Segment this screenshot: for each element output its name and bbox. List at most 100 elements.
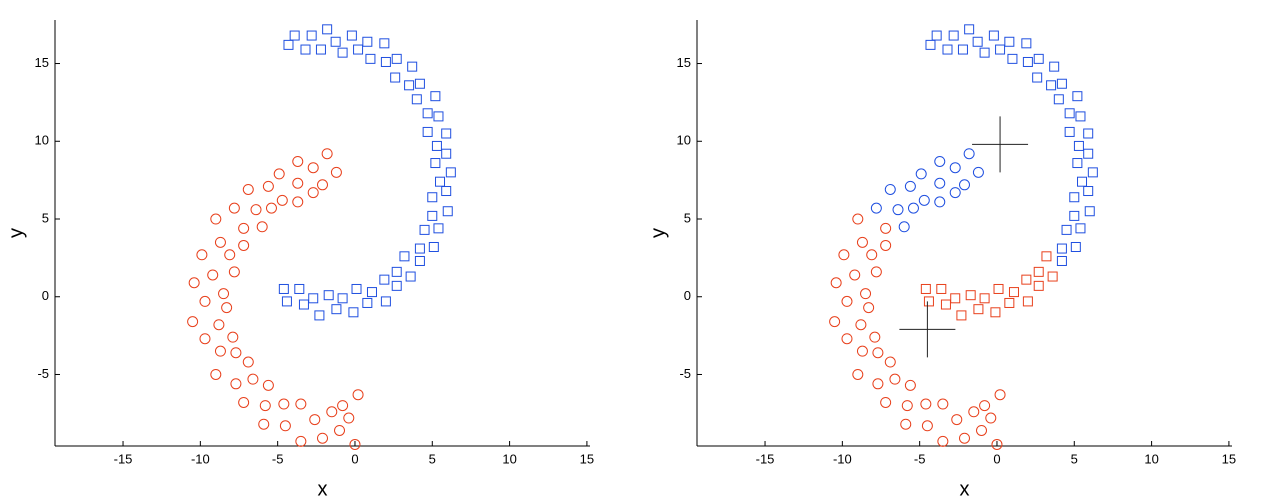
square-point [973, 304, 984, 315]
circle-point [921, 420, 933, 432]
square-point [1064, 126, 1075, 137]
circle-point [199, 333, 211, 345]
square-point [405, 271, 416, 282]
x-tick-label: 5 [1071, 451, 1078, 466]
square-point [1072, 158, 1083, 169]
circle-point [273, 168, 285, 180]
x-axis-label: x [318, 478, 328, 500]
circle-point [889, 373, 901, 385]
circle-point [985, 412, 997, 424]
circle-point [309, 414, 321, 426]
x-tick-label: -5 [272, 451, 284, 466]
x-tick-label: 15 [1222, 451, 1236, 466]
square-point [323, 290, 334, 301]
circle-point [343, 412, 355, 424]
circle-point [949, 187, 961, 199]
square-point [1041, 251, 1052, 262]
square-point [391, 280, 402, 291]
square-point [1083, 186, 1094, 197]
circle-point [949, 162, 961, 174]
x-tick-label: -15 [756, 451, 775, 466]
square-point [422, 108, 433, 119]
circle-point [872, 347, 884, 359]
circle-point [870, 266, 882, 278]
square-point [427, 210, 438, 221]
circle-point [934, 155, 946, 167]
square-point [1004, 36, 1015, 47]
circle-point [278, 398, 290, 410]
circle-point [334, 424, 346, 436]
x-tick-label: 5 [429, 451, 436, 466]
square-point [430, 91, 441, 102]
circle-point [856, 345, 868, 357]
square-point [948, 30, 959, 41]
square-point [414, 255, 425, 266]
y-axis-label: y [5, 228, 27, 238]
x-tick-label: -5 [914, 451, 926, 466]
y-tick-label: 0 [684, 288, 691, 303]
circle-point [907, 202, 919, 214]
circle-point [863, 302, 875, 314]
square-point [411, 94, 422, 105]
circle-point [238, 222, 250, 234]
circle-point [230, 347, 242, 359]
square-point [995, 44, 1006, 55]
square-point [1087, 167, 1098, 178]
circle-point [224, 249, 236, 261]
circle-point [262, 379, 274, 391]
circle-point [959, 432, 970, 444]
circle-point [250, 204, 262, 216]
circle-point [892, 204, 904, 216]
circle-point [979, 400, 991, 412]
square-point [1047, 271, 1058, 282]
square-point [1075, 111, 1086, 122]
circle-point [934, 177, 946, 189]
square-point [379, 274, 390, 285]
square-point [965, 290, 976, 301]
square-point [1033, 53, 1044, 64]
square-point [435, 176, 446, 187]
circle-point [228, 202, 240, 214]
square-point [1070, 241, 1081, 252]
x-tick-label: 10 [502, 451, 516, 466]
x-axis-label: x [960, 478, 970, 500]
square-point [1021, 38, 1032, 49]
square-point [1084, 206, 1095, 217]
circle-point [866, 249, 878, 261]
circle-point [258, 418, 270, 430]
square-point [278, 283, 289, 294]
circle-point [972, 166, 984, 178]
circle-point [262, 180, 274, 192]
x-tick-label: -10 [191, 451, 210, 466]
square-point [380, 56, 391, 67]
circle-point [829, 316, 841, 328]
square-point [1064, 108, 1075, 119]
circle-point [904, 379, 916, 391]
square-point [346, 30, 357, 41]
square-point [281, 296, 292, 307]
x-tick-label: -15 [114, 451, 133, 466]
square-point [1061, 224, 1072, 235]
square-point [1049, 61, 1060, 72]
circle-point [242, 356, 254, 368]
square-point [990, 307, 1001, 318]
circle-point [898, 221, 910, 233]
square-point [441, 186, 452, 197]
circle-point [860, 288, 872, 300]
square-point [407, 61, 418, 72]
circle-point [337, 400, 349, 412]
circle-point [214, 345, 226, 357]
square-point [430, 158, 441, 169]
square-point [1069, 210, 1080, 221]
x-tick-label: 15 [580, 451, 594, 466]
square-point [348, 307, 359, 318]
circle-point [991, 438, 1003, 450]
circle-point [918, 194, 930, 206]
square-point [433, 111, 444, 122]
circle-point [213, 319, 225, 331]
square-point [315, 44, 326, 55]
square-point [362, 297, 373, 308]
circle-point [317, 432, 328, 444]
circle-point [841, 295, 853, 307]
square-point [308, 293, 319, 304]
